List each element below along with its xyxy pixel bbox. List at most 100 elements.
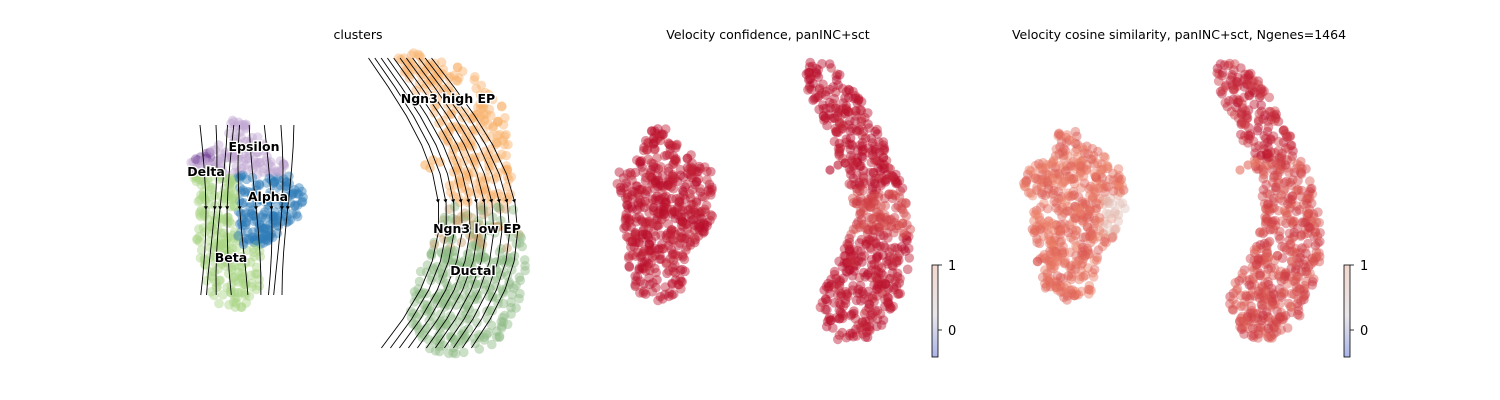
cell-point: [1298, 291, 1309, 302]
cell-point: [622, 213, 632, 224]
cell-point: [648, 278, 658, 288]
cell-point: [273, 193, 283, 204]
cell-point: [210, 160, 221, 170]
cell-point: [294, 183, 304, 193]
cell-point: [436, 319, 446, 329]
cell-point: [1283, 199, 1293, 209]
cell-point: [515, 288, 525, 299]
cell-point: [207, 146, 217, 156]
cell-point: [693, 166, 704, 177]
cell-point: [195, 195, 205, 205]
colorbar-tick-label: 1: [1360, 259, 1368, 274]
cell-point: [659, 197, 669, 207]
cell-point: [684, 164, 694, 174]
cell-point: [675, 170, 686, 181]
cell-point: [830, 103, 841, 114]
cell-point: [864, 321, 875, 332]
cell-point: [211, 241, 221, 252]
cell-point: [1282, 323, 1293, 333]
cell-point: [229, 148, 239, 158]
cell-point: [895, 186, 906, 196]
cell-point: [436, 57, 447, 67]
cell-point: [439, 234, 449, 244]
cell-point: [835, 142, 845, 153]
cell-point: [876, 230, 886, 241]
cell-point: [232, 121, 243, 131]
cell-point: [1262, 241, 1272, 251]
cell-point: [695, 187, 706, 197]
cell-point: [452, 163, 463, 173]
cell-point: [663, 138, 674, 148]
cell-point: [874, 188, 884, 199]
cell-point: [214, 298, 224, 309]
cell-point: [815, 302, 826, 313]
cell-point: [870, 271, 880, 282]
cell-point: [854, 186, 865, 196]
cell-point: [821, 86, 832, 97]
cell-point: [498, 298, 509, 309]
cell-point: [259, 232, 269, 243]
cell-point: [434, 118, 444, 128]
cell-point: [192, 234, 202, 244]
cell-point: [664, 288, 675, 298]
cell-point: [1248, 136, 1259, 146]
cell-point: [445, 332, 456, 342]
cell-point: [479, 99, 490, 109]
cell-point: [223, 268, 234, 279]
cell-point: [229, 202, 240, 212]
cell-point: [498, 135, 508, 146]
cell-point: [200, 259, 210, 270]
cell-point: [264, 194, 275, 204]
cell-point: [1296, 230, 1307, 240]
cell-point: [850, 116, 860, 126]
cell-point: [1282, 132, 1292, 143]
cell-point: [841, 134, 852, 144]
cell-point: [195, 253, 206, 263]
cell-point: [861, 239, 872, 250]
cell-point: [472, 294, 483, 304]
cell-point: [890, 242, 900, 253]
cell-point: [872, 242, 883, 253]
cell-point: [834, 313, 844, 324]
cell-point: [854, 222, 865, 233]
cell-point: [881, 155, 892, 166]
cell-point: [687, 165, 697, 175]
cell-point: [820, 113, 831, 124]
cell-point: [893, 200, 903, 211]
cell-point: [420, 324, 431, 334]
cell-point: [487, 123, 498, 133]
cell-point: [213, 264, 223, 275]
cell-point: [635, 159, 645, 169]
cell-point: [1055, 237, 1065, 247]
cell-point: [447, 150, 458, 160]
cell-point: [434, 291, 444, 302]
cell-point: [875, 241, 885, 252]
cell-point: [1080, 270, 1090, 281]
cell-point: [435, 339, 445, 349]
cell-point: [414, 51, 425, 61]
cell-point: [492, 222, 503, 232]
cell-point: [1291, 206, 1302, 217]
cell-point: [229, 233, 240, 244]
cell-point: [198, 187, 209, 197]
cell-point: [272, 172, 283, 182]
cell-point: [666, 225, 677, 235]
cell-point: [651, 267, 661, 278]
cell-point: [856, 296, 866, 306]
cell-point: [429, 293, 440, 304]
cell-point: [648, 178, 658, 188]
cell-point: [467, 241, 478, 252]
cell-point: [496, 101, 507, 111]
cell-point: [638, 288, 649, 298]
cell-point: [815, 83, 825, 94]
cell-point: [207, 163, 217, 174]
cell-point: [228, 193, 239, 203]
cell-point: [458, 213, 469, 224]
cell-point: [259, 163, 269, 174]
cell-point: [853, 145, 863, 155]
cell-point: [860, 198, 870, 209]
cell-point: [863, 200, 874, 211]
cell-point: [506, 172, 517, 182]
cell-point: [443, 348, 454, 359]
cell-point: [250, 211, 261, 221]
